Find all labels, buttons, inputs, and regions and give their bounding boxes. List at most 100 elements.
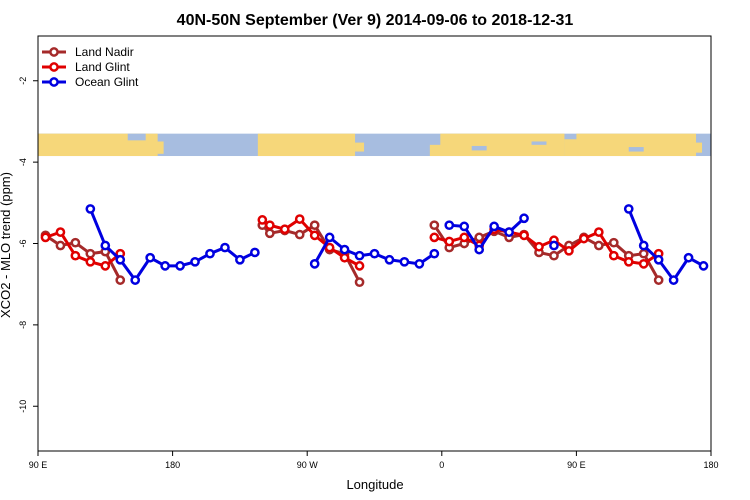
x-tick-label: 180	[165, 460, 180, 470]
data-point	[638, 240, 649, 251]
map-water	[471, 145, 487, 151]
map-land	[576, 133, 697, 157]
data-point	[55, 240, 66, 251]
legend-item: Ocean Glint	[42, 75, 139, 89]
data-point	[145, 252, 156, 263]
data-point	[623, 256, 634, 267]
data-point	[444, 220, 455, 231]
data-point	[85, 248, 96, 259]
data-point	[653, 275, 664, 285]
data-point	[414, 258, 425, 269]
data-point	[429, 232, 440, 243]
legend-label: Land Nadir	[75, 45, 134, 59]
data-point	[309, 230, 320, 241]
data-point	[354, 250, 365, 261]
y-tick-label: -4	[18, 158, 28, 166]
data-point	[309, 258, 320, 269]
data-point	[593, 227, 604, 237]
x-tick-label: 0	[439, 460, 444, 470]
data-point	[504, 227, 514, 237]
data-point	[369, 248, 380, 259]
data-point	[40, 232, 51, 243]
data-point	[175, 261, 185, 271]
data-point	[85, 204, 96, 214]
axes-layer: 90 E 180 90 W 0 90 E 180 -2 -4 -6 -8 -10	[18, 77, 719, 470]
data-point	[339, 252, 350, 263]
data-point	[608, 237, 619, 248]
map-land	[154, 141, 164, 154]
data-point	[519, 230, 529, 241]
series-layer	[40, 204, 709, 288]
map-land	[429, 144, 442, 157]
data-point	[279, 224, 290, 235]
data-point	[564, 245, 574, 256]
x-tick-label: 90 E	[29, 460, 48, 470]
y-tick-label: -6	[18, 239, 28, 247]
data-point	[429, 220, 440, 231]
data-point	[459, 221, 470, 232]
data-point	[100, 240, 111, 251]
data-point	[638, 248, 649, 259]
data-point	[309, 220, 320, 231]
data-point	[339, 244, 350, 255]
data-point	[324, 242, 335, 253]
data-point	[429, 248, 440, 259]
data-point	[579, 233, 589, 244]
map-land	[355, 142, 365, 152]
y-axis-label: XCO2 - MLO trend (ppm)	[0, 172, 13, 318]
x-tick-label: 90 W	[297, 460, 319, 470]
series-line	[433, 227, 660, 266]
chart-title: 40N-50N September (Ver 9) 2014-09-06 to …	[177, 12, 574, 29]
x-tick-label: 180	[703, 460, 718, 470]
series-land-glint	[40, 214, 664, 271]
data-point	[205, 248, 215, 259]
data-point	[384, 254, 395, 265]
map-land	[257, 133, 356, 157]
data-point	[294, 214, 305, 224]
legend-label: Ocean Glint	[75, 75, 139, 89]
data-point	[220, 242, 230, 253]
data-point	[474, 244, 485, 255]
legend-label: Land Glint	[75, 60, 130, 74]
data-point	[399, 256, 410, 267]
series-ocean-glint	[85, 204, 709, 285]
data-point	[190, 256, 200, 267]
y-tick-label: -2	[18, 77, 28, 85]
data-point	[608, 250, 619, 261]
y-tick-label: -10	[18, 400, 28, 413]
data-point	[698, 261, 709, 271]
data-point	[549, 250, 559, 261]
data-point	[115, 275, 126, 285]
data-point	[623, 204, 634, 214]
legend-marker	[49, 47, 59, 57]
data-point	[444, 236, 455, 247]
data-point	[250, 247, 260, 258]
data-point	[549, 240, 559, 251]
data-point	[354, 277, 365, 288]
data-point	[653, 254, 664, 265]
x-axis-label: Longitude	[346, 477, 403, 492]
data-point	[70, 237, 81, 248]
data-point	[683, 252, 694, 263]
y-tick-label: -8	[18, 321, 28, 329]
data-point	[130, 275, 141, 285]
map-land	[440, 133, 565, 157]
legend-marker	[49, 62, 59, 72]
map-water	[127, 133, 146, 141]
legend-item: Land Nadir	[42, 45, 134, 59]
data-point	[474, 232, 485, 243]
data-point	[638, 258, 649, 269]
legend-marker	[49, 77, 59, 87]
world-map-band	[38, 133, 711, 157]
data-point	[100, 261, 111, 271]
data-point	[593, 240, 604, 251]
legend-item: Land Glint	[42, 60, 130, 74]
data-point	[55, 227, 66, 237]
x-tick-label: 90 E	[567, 460, 586, 470]
data-point	[354, 261, 365, 271]
data-point	[264, 220, 275, 231]
data-point	[459, 232, 470, 243]
data-point	[257, 215, 268, 225]
